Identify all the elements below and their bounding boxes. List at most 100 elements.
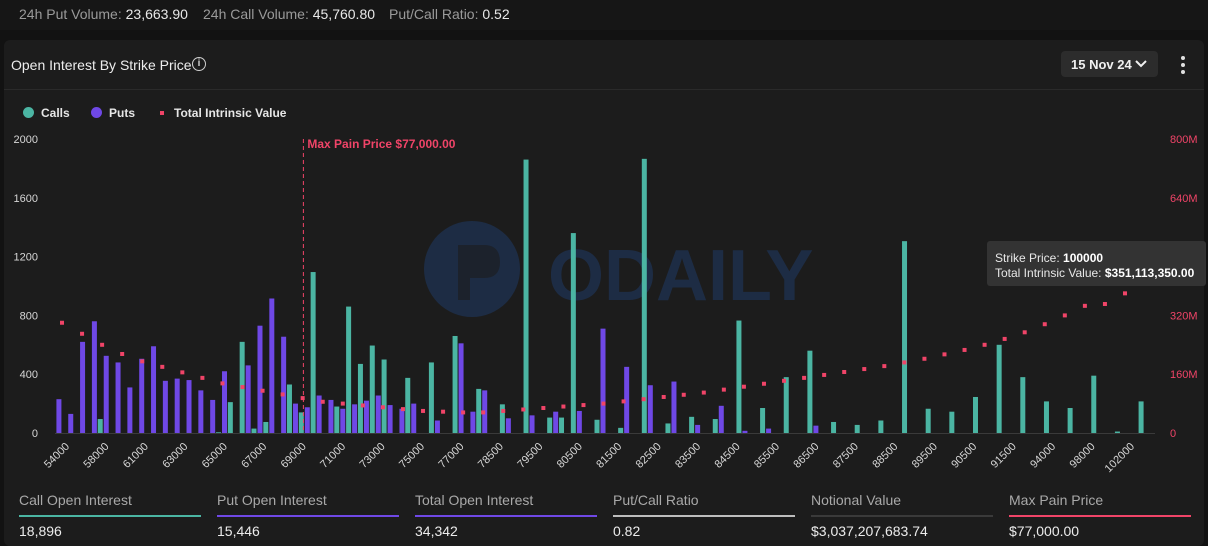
intrinsic-value-point[interactable] xyxy=(741,384,746,389)
intrinsic-value-point[interactable] xyxy=(320,399,325,404)
puts-bar[interactable] xyxy=(151,346,157,433)
puts-bar[interactable] xyxy=(671,381,677,433)
calls-bar[interactable] xyxy=(783,377,789,433)
calls-bar[interactable] xyxy=(594,419,600,433)
puts-bar[interactable] xyxy=(139,358,145,433)
puts-bar[interactable] xyxy=(352,404,358,433)
calls-bar[interactable] xyxy=(452,335,458,433)
calls-bar[interactable] xyxy=(357,363,363,433)
calls-bar[interactable] xyxy=(618,427,624,433)
intrinsic-value-point[interactable] xyxy=(400,407,405,412)
intrinsic-value-point[interactable] xyxy=(300,396,305,401)
intrinsic-value-point[interactable] xyxy=(641,397,646,402)
puts-bar[interactable] xyxy=(529,415,535,433)
legend-puts[interactable]: Puts xyxy=(91,106,135,120)
puts-bar[interactable] xyxy=(316,395,322,433)
calls-bar[interactable] xyxy=(298,412,304,433)
puts-bar[interactable] xyxy=(647,385,653,433)
calls-bar[interactable] xyxy=(831,421,837,433)
intrinsic-value-point[interactable] xyxy=(862,367,867,372)
intrinsic-value-point[interactable] xyxy=(100,342,105,347)
calls-bar[interactable] xyxy=(807,350,813,433)
intrinsic-value-point[interactable] xyxy=(842,369,847,374)
puts-bar[interactable] xyxy=(470,411,476,433)
intrinsic-value-point[interactable] xyxy=(1022,330,1027,335)
puts-bar[interactable] xyxy=(387,405,393,433)
puts-bar[interactable] xyxy=(269,298,275,433)
puts-bar[interactable] xyxy=(186,380,192,433)
intrinsic-value-point[interactable] xyxy=(280,392,285,397)
puts-bar[interactable] xyxy=(56,399,62,433)
intrinsic-value-point[interactable] xyxy=(581,403,586,408)
intrinsic-value-point[interactable] xyxy=(882,364,887,369)
puts-bar[interactable] xyxy=(281,336,287,433)
calls-bar[interactable] xyxy=(286,384,292,433)
intrinsic-value-point[interactable] xyxy=(220,381,225,386)
intrinsic-value-point[interactable] xyxy=(120,351,125,356)
puts-bar[interactable] xyxy=(257,325,263,433)
calls-bar[interactable] xyxy=(996,344,1002,433)
intrinsic-value-point[interactable] xyxy=(481,410,486,415)
calls-bar[interactable] xyxy=(665,423,671,433)
puts-bar[interactable] xyxy=(80,341,86,433)
calls-bar[interactable] xyxy=(689,416,695,433)
intrinsic-value-point[interactable] xyxy=(80,331,85,336)
intrinsic-value-point[interactable] xyxy=(902,360,907,365)
puts-bar[interactable] xyxy=(328,399,334,433)
puts-bar[interactable] xyxy=(624,366,630,433)
intrinsic-value-point[interactable] xyxy=(160,364,165,369)
calls-bar[interactable] xyxy=(712,419,718,433)
more-options-icon[interactable] xyxy=(1176,54,1190,76)
puts-bar[interactable] xyxy=(115,362,121,433)
intrinsic-value-point[interactable] xyxy=(701,390,706,395)
puts-bar[interactable] xyxy=(411,403,417,433)
puts-bar[interactable] xyxy=(505,418,511,433)
calls-bar[interactable] xyxy=(547,417,553,433)
puts-bar[interactable] xyxy=(127,387,133,433)
puts-bar[interactable] xyxy=(600,328,606,433)
calls-bar[interactable] xyxy=(559,417,565,433)
puts-bar[interactable] xyxy=(458,343,464,433)
calls-bar[interactable] xyxy=(227,402,233,433)
puts-bar[interactable] xyxy=(91,321,97,433)
intrinsic-value-point[interactable] xyxy=(200,375,205,380)
puts-bar[interactable] xyxy=(162,380,168,433)
calls-bar[interactable] xyxy=(1043,401,1049,433)
calls-bar[interactable] xyxy=(972,396,978,433)
intrinsic-value-point[interactable] xyxy=(962,347,967,352)
calls-bar[interactable] xyxy=(641,158,647,433)
intrinsic-value-point[interactable] xyxy=(240,385,245,390)
puts-bar[interactable] xyxy=(174,378,180,433)
intrinsic-value-point[interactable] xyxy=(340,401,345,406)
intrinsic-value-point[interactable] xyxy=(942,352,947,357)
calls-bar[interactable] xyxy=(97,419,103,433)
intrinsic-value-point[interactable] xyxy=(601,401,606,406)
intrinsic-value-point[interactable] xyxy=(782,378,787,383)
calls-bar[interactable] xyxy=(334,406,340,433)
puts-bar[interactable] xyxy=(68,413,74,433)
intrinsic-value-point[interactable] xyxy=(822,372,827,377)
puts-bar[interactable] xyxy=(399,408,405,433)
intrinsic-value-point[interactable] xyxy=(541,406,546,411)
calls-bar[interactable] xyxy=(523,159,529,433)
intrinsic-value-point[interactable] xyxy=(441,409,446,414)
info-icon[interactable]: i xyxy=(192,57,206,71)
calls-bar[interactable] xyxy=(1067,408,1073,433)
puts-bar[interactable] xyxy=(103,355,109,433)
calls-bar[interactable] xyxy=(736,320,742,433)
calls-bar[interactable] xyxy=(1020,377,1026,433)
intrinsic-value-point[interactable] xyxy=(1123,291,1127,296)
calls-bar[interactable] xyxy=(949,411,955,433)
intrinsic-value-point[interactable] xyxy=(1102,302,1107,307)
calls-bar[interactable] xyxy=(925,408,931,433)
intrinsic-value-point[interactable] xyxy=(561,404,566,409)
legend-intrinsic[interactable]: Total Intrinsic Value xyxy=(160,106,286,120)
intrinsic-value-point[interactable] xyxy=(802,375,807,380)
puts-bar[interactable] xyxy=(742,430,748,433)
intrinsic-value-point[interactable] xyxy=(140,359,145,364)
calls-bar[interactable] xyxy=(499,404,505,433)
puts-bar[interactable] xyxy=(553,411,559,433)
puts-bar[interactable] xyxy=(292,403,298,433)
puts-bar[interactable] xyxy=(766,428,772,433)
puts-bar[interactable] xyxy=(222,371,228,433)
